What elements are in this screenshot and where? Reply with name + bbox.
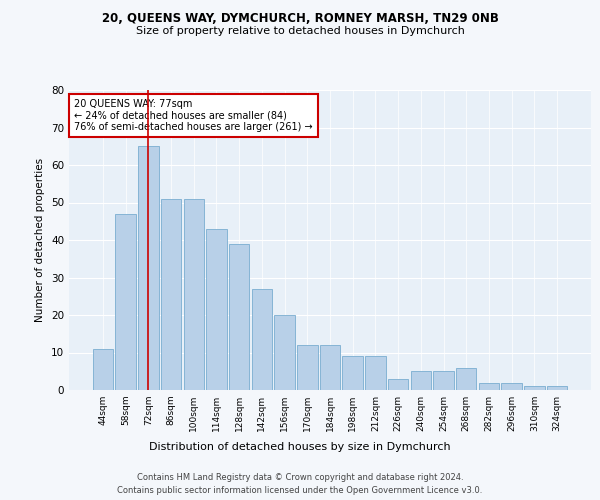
Bar: [274, 315, 295, 390]
Text: Distribution of detached houses by size in Dymchurch: Distribution of detached houses by size …: [149, 442, 451, 452]
Bar: [456, 368, 476, 390]
Bar: [297, 345, 317, 390]
Bar: [433, 371, 454, 390]
Bar: [547, 386, 567, 390]
Bar: [502, 382, 522, 390]
Bar: [410, 371, 431, 390]
Bar: [479, 382, 499, 390]
Bar: [343, 356, 363, 390]
Bar: [206, 229, 227, 390]
Text: Contains public sector information licensed under the Open Government Licence v3: Contains public sector information licen…: [118, 486, 482, 495]
Bar: [229, 244, 250, 390]
Bar: [93, 349, 113, 390]
Text: Contains HM Land Registry data © Crown copyright and database right 2024.: Contains HM Land Registry data © Crown c…: [137, 472, 463, 482]
Bar: [365, 356, 386, 390]
Text: 20 QUEENS WAY: 77sqm
← 24% of detached houses are smaller (84)
76% of semi-detac: 20 QUEENS WAY: 77sqm ← 24% of detached h…: [74, 99, 313, 132]
Bar: [388, 379, 409, 390]
Text: 20, QUEENS WAY, DYMCHURCH, ROMNEY MARSH, TN29 0NB: 20, QUEENS WAY, DYMCHURCH, ROMNEY MARSH,…: [101, 12, 499, 26]
Bar: [115, 214, 136, 390]
Bar: [524, 386, 545, 390]
Y-axis label: Number of detached properties: Number of detached properties: [35, 158, 46, 322]
Bar: [161, 198, 181, 390]
Bar: [251, 289, 272, 390]
Bar: [138, 146, 158, 390]
Bar: [184, 198, 204, 390]
Bar: [320, 345, 340, 390]
Text: Size of property relative to detached houses in Dymchurch: Size of property relative to detached ho…: [136, 26, 464, 36]
